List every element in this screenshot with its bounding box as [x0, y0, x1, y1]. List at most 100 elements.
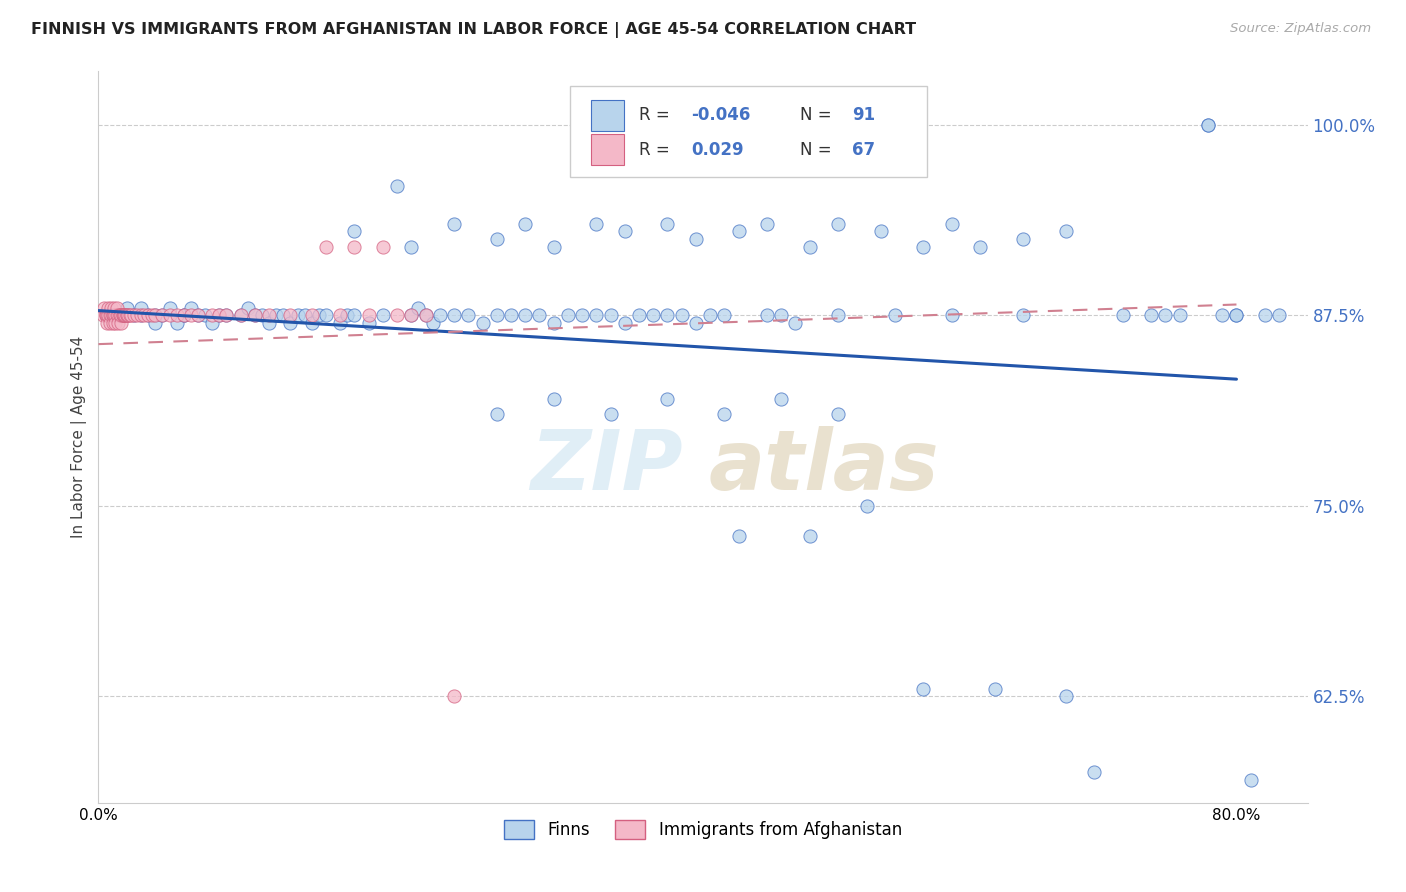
Point	[143, 316, 166, 330]
Point	[1268, 308, 1291, 322]
Point	[685, 316, 707, 330]
Point	[301, 316, 323, 330]
Point	[599, 308, 621, 322]
Point	[308, 308, 330, 322]
Point	[115, 301, 138, 315]
Point	[1054, 224, 1077, 238]
Point	[770, 308, 793, 322]
Point	[713, 308, 735, 322]
Point	[112, 308, 135, 322]
Point	[301, 308, 323, 322]
Point	[613, 224, 636, 238]
Point	[125, 308, 148, 322]
Point	[264, 308, 287, 322]
Point	[627, 308, 650, 322]
Point	[166, 316, 188, 330]
Point	[599, 407, 621, 421]
Point	[443, 308, 465, 322]
Text: 91: 91	[852, 106, 875, 124]
Point	[110, 308, 132, 322]
Point	[118, 308, 141, 322]
Point	[159, 301, 181, 315]
Point	[93, 301, 115, 315]
Point	[100, 308, 122, 322]
Legend: Finns, Immigrants from Afghanistan: Finns, Immigrants from Afghanistan	[498, 814, 908, 846]
Point	[97, 301, 120, 315]
Point	[1225, 308, 1247, 322]
Point	[101, 308, 124, 322]
Text: 0.029: 0.029	[690, 141, 744, 159]
Point	[96, 308, 118, 322]
Point	[401, 239, 423, 253]
Point	[173, 308, 195, 322]
Point	[336, 308, 359, 322]
Point	[173, 308, 195, 322]
Point	[166, 308, 188, 322]
Point	[97, 308, 120, 322]
Point	[105, 308, 128, 322]
Point	[571, 308, 593, 322]
Point	[422, 316, 444, 330]
Point	[110, 316, 132, 330]
Point	[91, 308, 114, 322]
Point	[280, 316, 302, 330]
Point	[105, 301, 128, 315]
Point	[485, 232, 508, 246]
Point	[229, 308, 252, 322]
Point	[115, 308, 138, 322]
Point	[103, 301, 125, 315]
Point	[129, 301, 152, 315]
Point	[1197, 118, 1219, 132]
Point	[112, 308, 135, 322]
Point	[136, 308, 159, 322]
Point	[108, 308, 131, 322]
FancyBboxPatch shape	[569, 86, 927, 178]
Point	[401, 308, 423, 322]
Point	[657, 392, 679, 406]
Point	[201, 316, 224, 330]
Point	[108, 308, 131, 322]
Point	[343, 239, 366, 253]
Point	[827, 217, 849, 231]
Point	[108, 308, 131, 322]
Point	[485, 407, 508, 421]
Y-axis label: In Labor Force | Age 45-54: In Labor Force | Age 45-54	[72, 336, 87, 538]
Point	[515, 308, 537, 322]
Point	[111, 308, 134, 322]
Point	[100, 301, 122, 315]
Point	[543, 239, 565, 253]
Point	[143, 308, 166, 322]
Point	[180, 308, 202, 322]
Point	[101, 308, 124, 322]
Point	[1140, 308, 1163, 322]
Point	[103, 308, 125, 322]
Point	[243, 308, 266, 322]
Point	[187, 308, 209, 322]
Point	[117, 308, 139, 322]
Point	[756, 217, 779, 231]
Point	[1197, 118, 1219, 132]
Point	[643, 308, 665, 322]
Point	[315, 308, 337, 322]
Point	[257, 308, 280, 322]
Point	[699, 308, 721, 322]
Point	[529, 308, 551, 322]
Point	[485, 308, 508, 322]
Point	[557, 308, 579, 322]
Point	[152, 308, 174, 322]
Point	[159, 308, 181, 322]
Point	[1012, 232, 1035, 246]
Point	[180, 301, 202, 315]
Point	[1211, 308, 1233, 322]
Point	[685, 232, 707, 246]
Point	[543, 316, 565, 330]
Point	[280, 308, 302, 322]
Point	[194, 308, 217, 322]
Point	[132, 308, 155, 322]
Point	[371, 239, 394, 253]
Point	[98, 316, 121, 330]
Point	[287, 308, 309, 322]
Point	[229, 308, 252, 322]
Point	[208, 308, 231, 322]
Point	[443, 689, 465, 703]
